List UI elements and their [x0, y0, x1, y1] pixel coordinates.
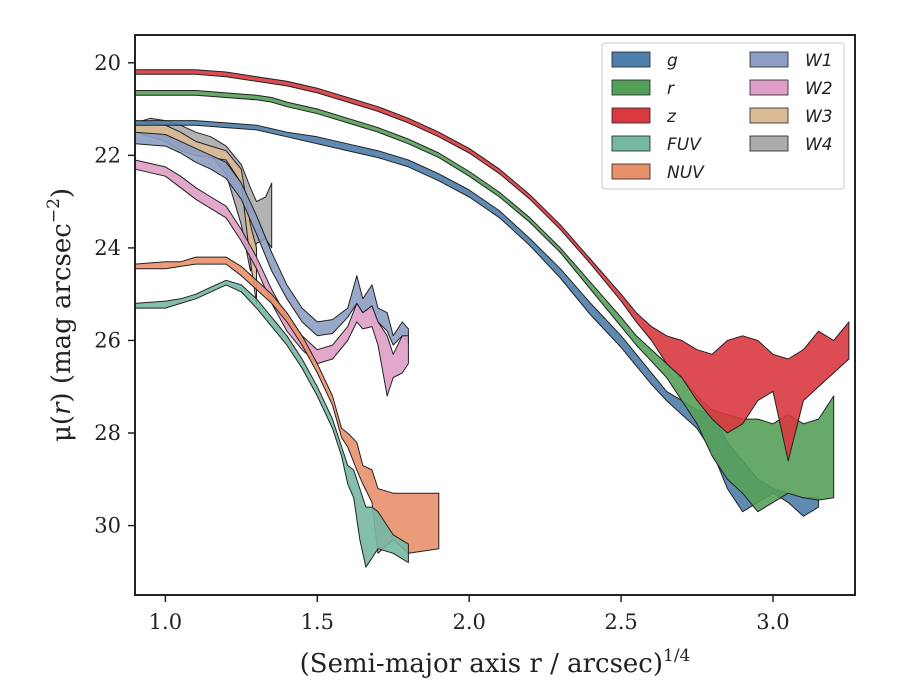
legend-swatch-NUV: [611, 163, 651, 180]
band-z: [134, 69, 850, 462]
y-axis-ticks: 20 22 24 26 28 30: [94, 51, 135, 538]
y-axis-label: μ(r) (mag arcsec−2): [44, 188, 77, 442]
y-tick-label: 20: [94, 51, 121, 75]
legend-swatch-z: [611, 107, 651, 124]
y-tick-label: 28: [94, 421, 121, 445]
legend-swatch-W2: [749, 79, 789, 96]
legend-label-r: r: [667, 79, 675, 99]
legend-label-g: g: [667, 51, 678, 71]
legend-swatch-W3: [749, 107, 789, 124]
legend-swatch-W4: [749, 135, 789, 152]
legend-label-FUV: FUV: [667, 135, 702, 155]
legend-swatch-FUV: [611, 135, 651, 152]
x-tick-label: 2.5: [604, 610, 637, 634]
y-tick-label: 24: [94, 236, 121, 260]
x-axis-ticks: 1.0 1.5 2.0 2.5 3.0: [149, 595, 790, 634]
legend-label-W3: W3: [805, 107, 833, 127]
band-W2: [134, 159, 409, 397]
x-tick-label: 1.0: [149, 610, 182, 634]
x-tick-label: 1.5: [301, 610, 334, 634]
legend-swatch-W1: [749, 51, 789, 68]
band-r: [134, 90, 835, 513]
legend: grz FUV NUV W1 W2 W3 W4: [601, 42, 845, 190]
legend-label-NUV: NUV: [667, 163, 705, 183]
plot-frame: [134, 34, 856, 596]
legend-label-W1: W1: [805, 51, 833, 71]
band-NUV: [134, 256, 440, 554]
y-tick-label: 30: [94, 514, 121, 538]
band-FUV: [134, 279, 409, 568]
y-tick-label: 26: [94, 328, 121, 352]
x-tick-label: 3.0: [756, 610, 789, 634]
x-axis-label: (Semi-major axis r / arcsec)1/4: [300, 646, 691, 679]
legend-swatch-g: [611, 51, 651, 68]
legend-box: [601, 42, 845, 190]
profile-bands: [134, 69, 850, 568]
y-tick-label: 22: [94, 143, 121, 167]
x-tick-label: 2.0: [452, 610, 485, 634]
legend-label-W4: W4: [805, 135, 833, 155]
legend-label-W2: W2: [805, 79, 833, 99]
legend-swatch-r: [611, 79, 651, 96]
legend-label-z: z: [666, 107, 677, 127]
